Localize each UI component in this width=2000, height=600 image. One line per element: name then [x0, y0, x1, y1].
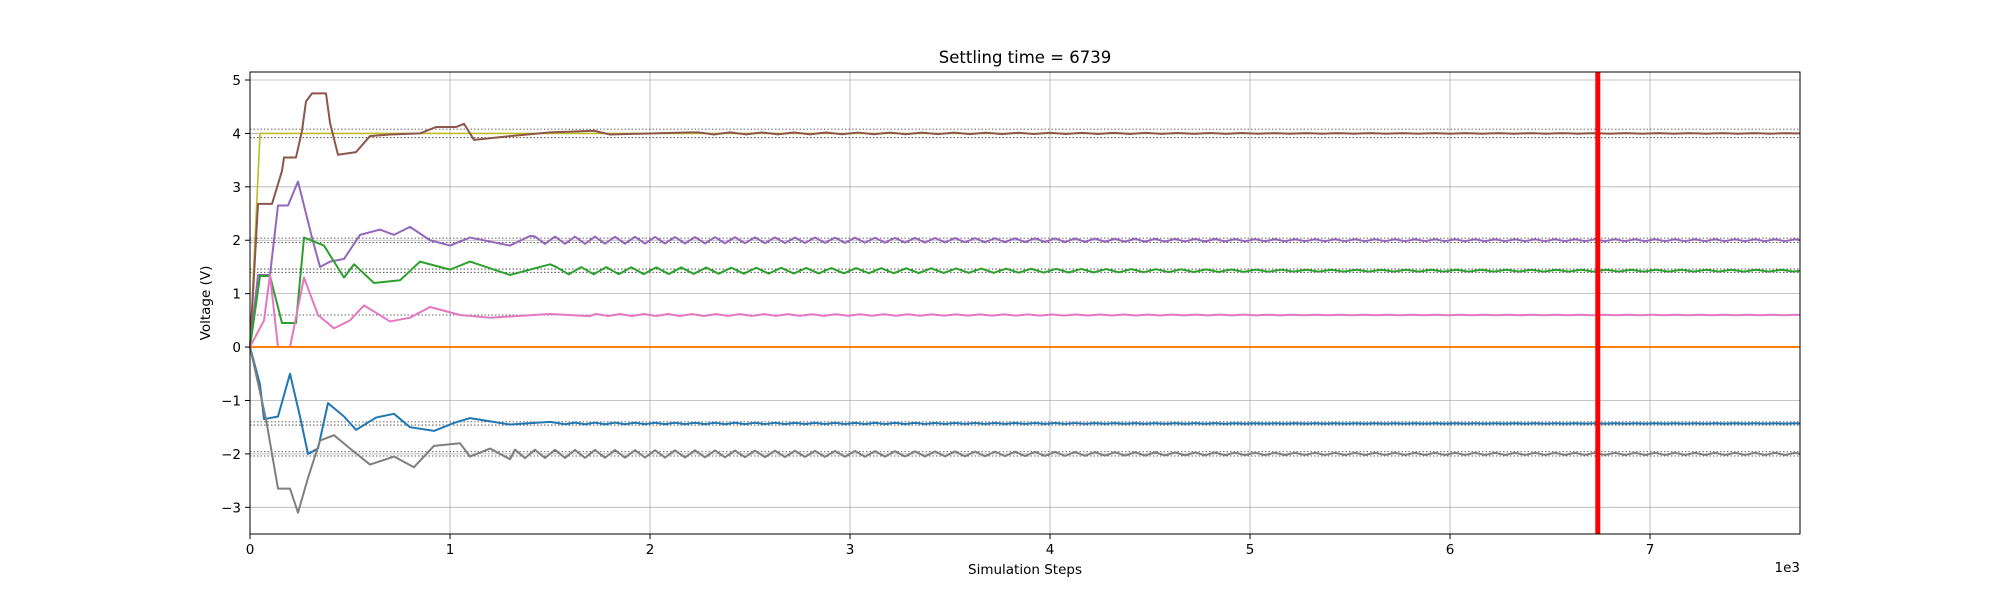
- x-tick-label: 1: [446, 542, 455, 558]
- y-tick-label: −1: [221, 393, 241, 409]
- y-tick-label: 4: [232, 126, 241, 142]
- x-tick-label: 5: [1246, 542, 1255, 558]
- x-tick-label: 7: [1646, 542, 1655, 558]
- chart-title: Settling time = 6739: [939, 48, 1112, 67]
- x-axis-label: Simulation Steps: [968, 562, 1082, 578]
- plot-area: 0 1 2 3 4 5 6 7 −3 −2 −1 0 1 2 3 4 5: [221, 71, 1801, 558]
- y-tick-label: −2: [221, 447, 241, 463]
- x-axis-ticks: 0 1 2 3 4 5 6 7: [246, 534, 1655, 558]
- plot-background: [250, 72, 1800, 534]
- y-tick-label: 0: [232, 340, 241, 356]
- series-line: [249, 236, 1801, 348]
- y-tick-label: 3: [232, 180, 241, 196]
- y-axis-ticks: −3 −2 −1 0 1 2 3 4 5: [221, 73, 250, 516]
- series-line: [249, 346, 1801, 514]
- y-tick-label: 5: [232, 73, 241, 89]
- series-line: [249, 273, 1801, 349]
- series-line: [249, 180, 1801, 348]
- x-axis-offset-label: 1e3: [1775, 560, 1800, 576]
- x-tick-label: 4: [1046, 542, 1055, 558]
- x-tick-label: 3: [846, 542, 855, 558]
- x-tick-label: 0: [246, 542, 255, 558]
- x-tick-label: 2: [646, 542, 655, 558]
- y-tick-label: 1: [232, 287, 241, 303]
- series-line: [249, 346, 1801, 455]
- y-tick-label: −3: [221, 500, 241, 516]
- y-tick-label: 2: [232, 233, 241, 249]
- series-line: [249, 92, 1800, 348]
- y-axis-label: Voltage (V): [198, 266, 214, 341]
- series-lines: [249, 92, 1801, 514]
- x-tick-label: 6: [1446, 542, 1455, 558]
- plot-frame: [249, 71, 1801, 535]
